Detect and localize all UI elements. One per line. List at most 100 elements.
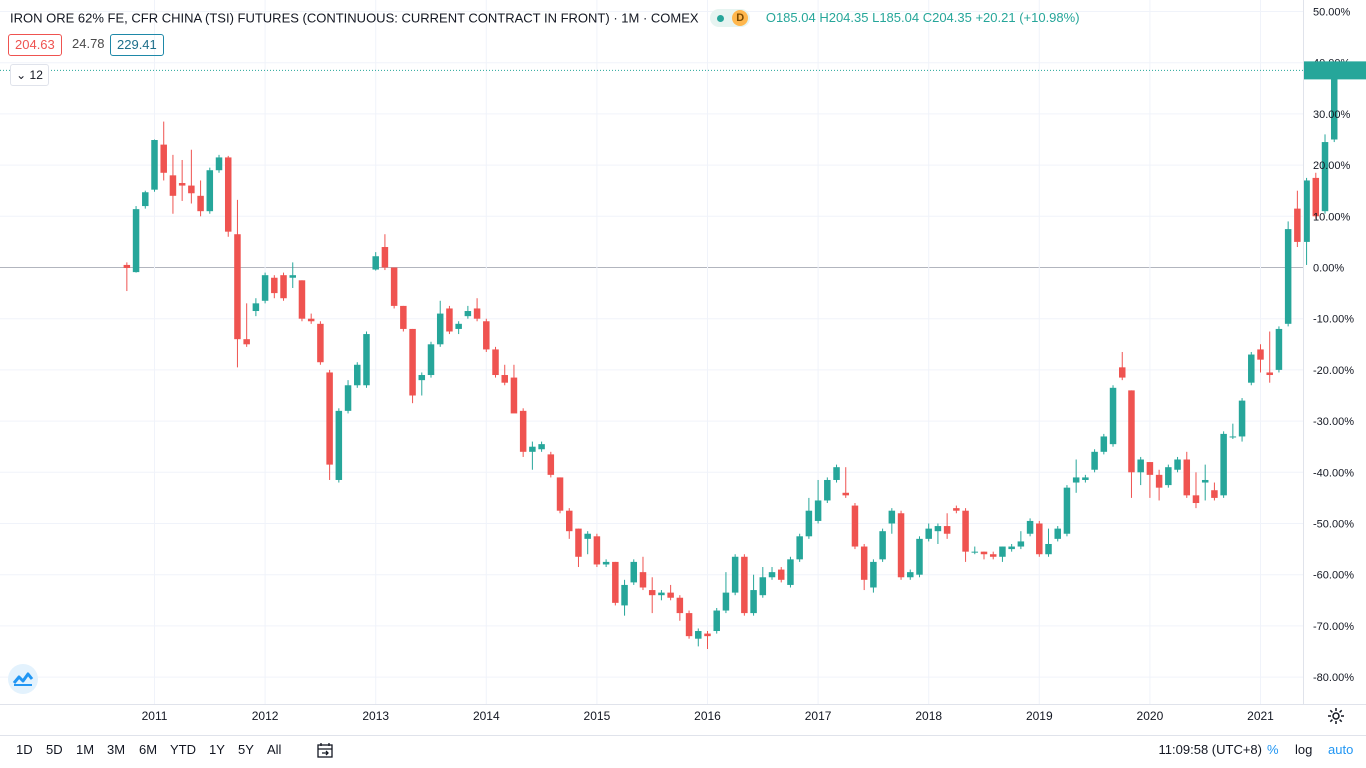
candle <box>962 508 969 562</box>
x-tick-label: 2011 <box>142 709 168 723</box>
candle <box>842 467 849 498</box>
candle <box>160 121 167 181</box>
candle-body <box>307 318 315 322</box>
candle-body <box>704 633 711 637</box>
x-tick-label: 2015 <box>584 709 611 723</box>
candle <box>280 272 287 301</box>
x-tick-label: 2020 <box>1137 709 1164 723</box>
candle <box>224 155 232 237</box>
y-tick-label: 20.00% <box>1313 160 1351 172</box>
candle-body <box>234 234 241 340</box>
y-tick-label: -80.00% <box>1313 672 1354 684</box>
timeframe-6m[interactable]: 6M <box>139 742 158 757</box>
candle-body <box>639 572 647 588</box>
timeframe-3m[interactable]: 3M <box>107 742 126 757</box>
candle <box>409 328 416 404</box>
tradingview-logo-icon[interactable] <box>8 664 38 694</box>
candle <box>888 508 896 534</box>
candle-body <box>1312 177 1320 217</box>
gear-icon[interactable] <box>1326 706 1346 726</box>
candle-body <box>436 313 444 345</box>
log-scale-toggle[interactable]: log <box>1295 742 1313 757</box>
clock-readout[interactable]: 11:09:58 (UTC+8) <box>1158 742 1262 757</box>
candle <box>1257 344 1264 373</box>
y-tick-label: -30.00% <box>1313 416 1354 428</box>
timeframe-5d[interactable]: 5D <box>46 742 63 757</box>
candle <box>759 567 767 598</box>
candle <box>556 477 564 514</box>
candle-body <box>1165 467 1172 486</box>
candle-body <box>962 510 969 552</box>
candle-body <box>335 410 343 480</box>
market-status-pill[interactable]: D <box>710 9 751 27</box>
candle-body <box>1072 477 1080 483</box>
timeframe-1m[interactable]: 1M <box>76 742 95 757</box>
timeframe-all[interactable]: All <box>267 742 282 757</box>
candle <box>750 574 757 616</box>
percent-scale-toggle[interactable]: % <box>1267 742 1279 757</box>
candle <box>602 559 610 568</box>
candle-body <box>943 526 951 534</box>
candle <box>188 149 195 204</box>
y-tick-label: -70.00% <box>1313 621 1354 633</box>
candles <box>123 67 1338 649</box>
candle-body <box>197 195 204 212</box>
candle <box>943 513 951 539</box>
candle <box>833 464 840 483</box>
candle <box>870 559 877 593</box>
x-tick-label: 2014 <box>473 709 500 723</box>
candle <box>169 154 177 214</box>
timeframe-1y[interactable]: 1Y <box>209 742 225 757</box>
candle-body <box>1211 490 1218 498</box>
candle-body <box>1017 541 1025 547</box>
symbol-title[interactable]: IRON ORE 62% FE, CFR CHINA (TSI) FUTURES… <box>10 10 610 26</box>
calendar-range-icon[interactable] <box>316 742 334 760</box>
y-tick-label: -10.00% <box>1313 314 1354 326</box>
candle <box>916 536 923 578</box>
candle <box>1174 456 1181 473</box>
y-tick-label: 0.00% <box>1313 263 1344 275</box>
candle <box>768 567 776 580</box>
x-tick-label: 2021 <box>1247 709 1274 723</box>
candle-body <box>483 321 490 350</box>
axes: 50.00%40.00%30.00%20.00%10.00%0.00%-10.0… <box>0 0 1366 736</box>
candle-body <box>1201 479 1209 483</box>
candle-body <box>584 533 591 539</box>
y-tick-label: 50.00% <box>1313 7 1351 19</box>
auto-scale-toggle[interactable]: auto <box>1328 742 1354 757</box>
candle-body <box>280 275 287 299</box>
candle <box>271 275 278 299</box>
candle <box>1137 456 1144 486</box>
candle-body <box>151 140 158 190</box>
indicator-collapse-button[interactable]: ⌄ 12 <box>10 64 49 86</box>
candle-body <box>1137 459 1144 473</box>
sell-price-badge[interactable]: 204.63 <box>8 34 62 56</box>
candle <box>1082 474 1089 483</box>
timeframe-1d[interactable]: 1D <box>16 742 33 757</box>
buy-price-badge[interactable]: 229.41 <box>110 34 164 56</box>
candle-body <box>575 528 582 557</box>
candle <box>1321 134 1329 214</box>
candle-body <box>722 592 730 611</box>
candle <box>215 154 223 173</box>
candle <box>464 305 472 319</box>
timeframe-ytd[interactable]: YTD <box>170 742 196 757</box>
candle-body <box>851 505 859 547</box>
candle <box>713 607 720 634</box>
candle <box>261 272 269 304</box>
market-open-dot-icon <box>717 15 725 22</box>
candle-body <box>326 372 333 465</box>
y-tick-label: -60.00% <box>1313 570 1354 582</box>
candle-body <box>169 175 177 196</box>
candle-body <box>833 467 840 480</box>
candle <box>1192 472 1200 509</box>
candle <box>510 364 518 414</box>
candle-body <box>1192 495 1200 504</box>
candle <box>1036 520 1043 557</box>
interval-label[interactable]: 1M <box>621 10 640 26</box>
candle-body <box>870 561 877 588</box>
candle <box>989 551 997 560</box>
candle-body <box>621 584 628 606</box>
timeframe-5y[interactable]: 5Y <box>238 742 254 757</box>
